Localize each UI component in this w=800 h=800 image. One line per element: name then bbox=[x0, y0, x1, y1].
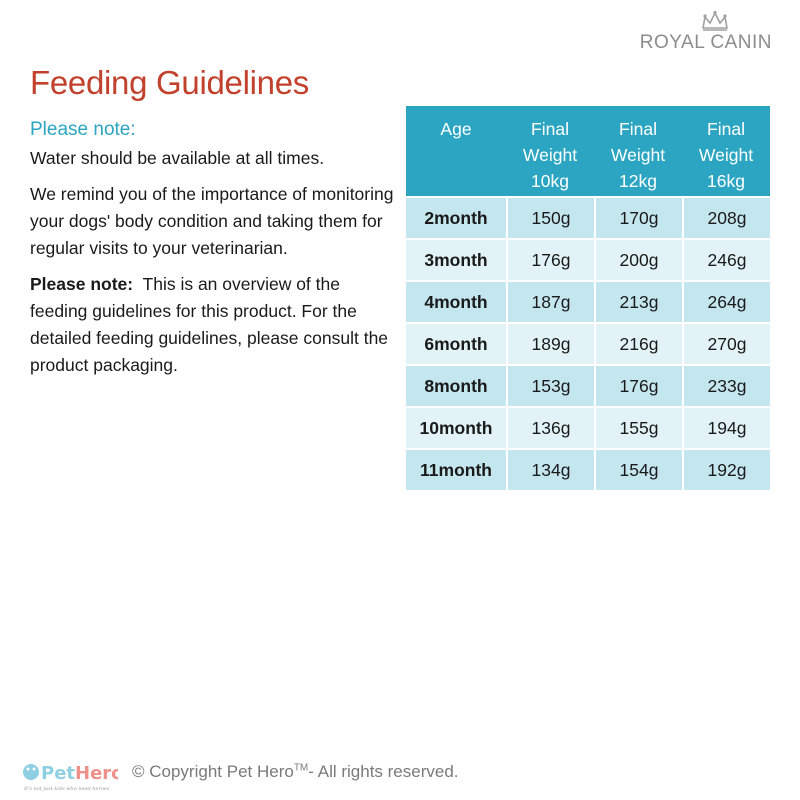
amount-cell: 187g bbox=[506, 280, 594, 322]
table-header-row: Age Final Weight 10kg Final Weight 12kg … bbox=[406, 106, 770, 196]
amount-cell: 200g bbox=[594, 238, 682, 280]
water-note: Water should be available at all times. bbox=[30, 148, 325, 168]
amount-cell: 134g bbox=[506, 448, 594, 490]
age-cell: 10month bbox=[406, 406, 506, 448]
amount-cell: 208g bbox=[682, 196, 770, 238]
age-cell: 11month bbox=[406, 448, 506, 490]
amount-cell: 176g bbox=[594, 364, 682, 406]
age-cell: 8month bbox=[406, 364, 506, 406]
notes-section: Please note: Water should be available a… bbox=[30, 116, 395, 388]
royal-canin-logo: ROYAL CANIN bbox=[622, 10, 772, 56]
page-title: Feeding Guidelines bbox=[30, 64, 309, 101]
age-cell: 4month bbox=[406, 280, 506, 322]
reminder-note: We remind you of the importance of monit… bbox=[30, 184, 394, 258]
header-12kg: Final Weight 12kg bbox=[594, 106, 682, 196]
amount-cell: 189g bbox=[506, 322, 594, 364]
table-row: 8month 153g 176g 233g bbox=[406, 364, 770, 406]
header-10kg: Final Weight 10kg bbox=[506, 106, 594, 196]
header-16kg: Final Weight 16kg bbox=[682, 106, 770, 196]
overview-label: Please note: bbox=[30, 274, 134, 294]
overview-text: This is an overview of the feeding guide… bbox=[30, 274, 389, 375]
amount-cell: 176g bbox=[506, 238, 594, 280]
amount-cell: 192g bbox=[682, 448, 770, 490]
footer: Pet Hero It's not just kids who need her… bbox=[22, 756, 522, 792]
crown-icon bbox=[702, 10, 728, 31]
table-row: 6month 189g 216g 270g bbox=[406, 322, 770, 364]
svg-text:Hero: Hero bbox=[75, 763, 118, 784]
table-row: 10month 136g 155g 194g bbox=[406, 406, 770, 448]
amount-cell: 216g bbox=[594, 322, 682, 364]
header-age: Age bbox=[406, 106, 506, 196]
amount-cell: 264g bbox=[682, 280, 770, 322]
notes-heading: Please note: bbox=[30, 119, 136, 140]
amount-cell: 246g bbox=[682, 238, 770, 280]
pet-hero-logo-icon: Pet Hero bbox=[23, 763, 118, 784]
age-cell: 3month bbox=[406, 238, 506, 280]
amount-cell: 194g bbox=[682, 406, 770, 448]
amount-cell: 150g bbox=[506, 196, 594, 238]
table-row: 3month 176g 200g 246g bbox=[406, 238, 770, 280]
overview-note: Please note: This is an overview of the … bbox=[30, 271, 395, 379]
amount-cell: 153g bbox=[506, 364, 594, 406]
table-row: 4month 187g 213g 264g bbox=[406, 280, 770, 322]
amount-cell: 154g bbox=[594, 448, 682, 490]
table-row: 2month 150g 170g 208g bbox=[406, 196, 770, 238]
svg-text:Pet: Pet bbox=[41, 763, 75, 784]
copyright-text: © Copyright Pet HeroTM- All rights reser… bbox=[132, 762, 459, 781]
amount-cell: 270g bbox=[682, 322, 770, 364]
feeding-table: Age Final Weight 10kg Final Weight 12kg … bbox=[406, 106, 770, 490]
amount-cell: 136g bbox=[506, 406, 594, 448]
amount-cell: 233g bbox=[682, 364, 770, 406]
brand-name: ROYAL CANIN bbox=[639, 32, 772, 53]
amount-cell: 213g bbox=[594, 280, 682, 322]
age-cell: 2month bbox=[406, 196, 506, 238]
table-row: 11month 134g 154g 192g bbox=[406, 448, 770, 490]
pet-hero-tagline: It's not just kids who need heroes bbox=[24, 786, 110, 792]
amount-cell: 155g bbox=[594, 406, 682, 448]
amount-cell: 170g bbox=[594, 196, 682, 238]
age-cell: 6month bbox=[406, 322, 506, 364]
